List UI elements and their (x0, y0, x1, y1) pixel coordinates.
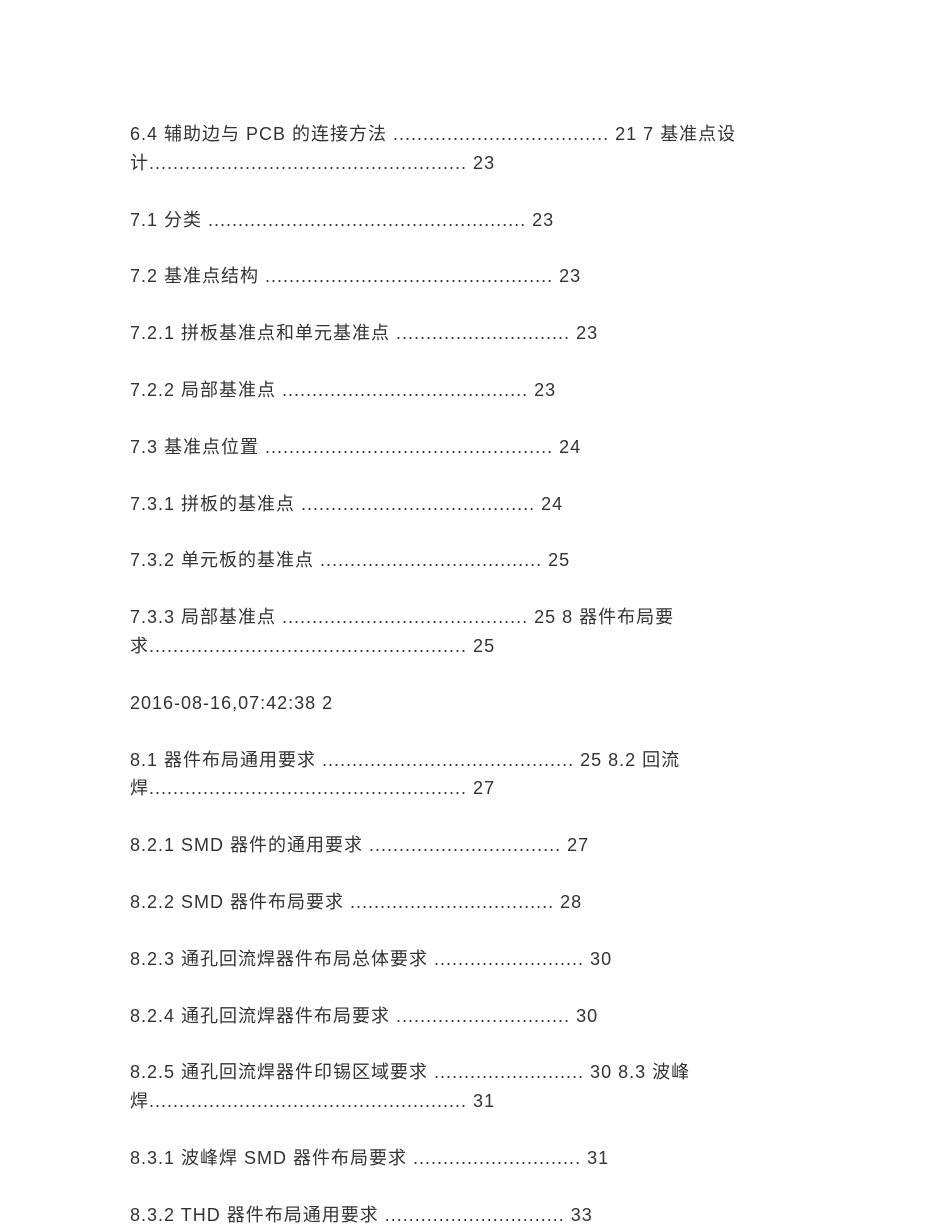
timestamp: 2016-08-16,07:42:38 2 (130, 689, 820, 718)
toc-entry: 7.1 分类 .................................… (130, 206, 820, 235)
toc-entry: 8.3.2 THD 器件布局通用要求 .....................… (130, 1201, 820, 1230)
toc-entry: 7.3.1 拼板的基准点 ...........................… (130, 490, 820, 519)
toc-entry: 8.2.3 通孔回流焊器件布局总体要求 ....................… (130, 945, 820, 974)
toc-entry: 7.3.2 单元板的基准点 ..........................… (130, 546, 820, 575)
toc-entry: 8.2.2 SMD 器件布局要求 .......................… (130, 888, 820, 917)
toc-entry: 7.3 基准点位置 ..............................… (130, 433, 820, 462)
toc-entry: 6.4 辅助边与 PCB 的连接方法 .....................… (130, 120, 820, 178)
toc-container: 6.4 辅助边与 PCB 的连接方法 .....................… (130, 120, 820, 1230)
toc-entry: 8.2.5 通孔回流焊器件印锡区域要求 ....................… (130, 1058, 820, 1116)
toc-entry: 7.3.3 局部基准点 ............................… (130, 603, 820, 661)
toc-entry: 7.2.1 拼板基准点和单元基准点 ......................… (130, 319, 820, 348)
toc-entry: 8.3.1 波峰焊 SMD 器件布局要求 ...................… (130, 1144, 820, 1173)
toc-entry: 8.2.1 SMD 器件的通用要求 ......................… (130, 831, 820, 860)
toc-entry: 8.2.4 通孔回流焊器件布局要求 ......................… (130, 1002, 820, 1031)
toc-entry: 7.2 基准点结构 ..............................… (130, 262, 820, 291)
toc-entry: 7.2.2 局部基准点 ............................… (130, 376, 820, 405)
toc-entry: 8.1 器件布局通用要求 ...........................… (130, 746, 820, 804)
